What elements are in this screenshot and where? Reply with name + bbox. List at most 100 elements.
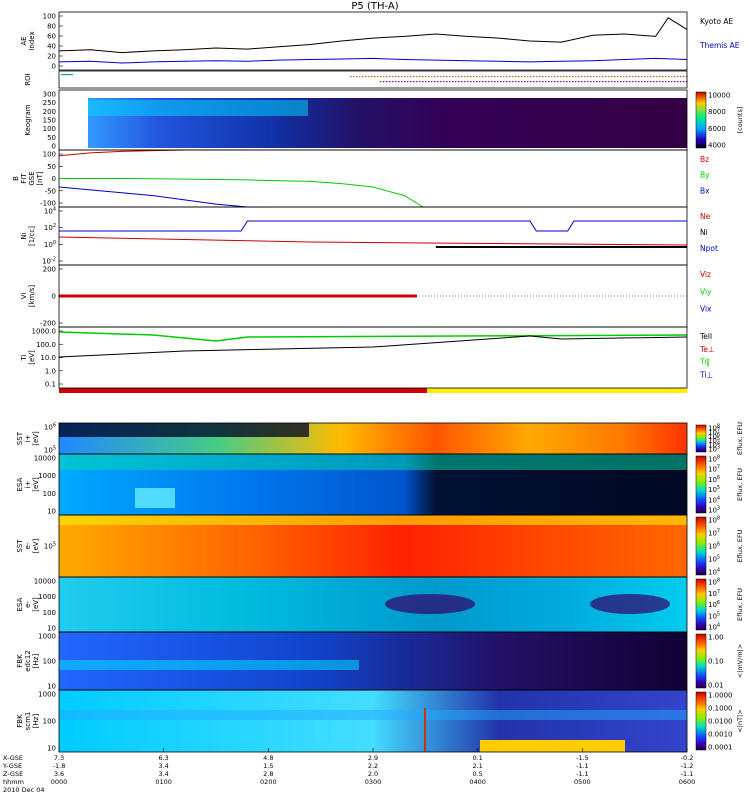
panel-ylabel: [km/s] bbox=[28, 285, 36, 308]
y-tick-label: 1000 bbox=[38, 633, 56, 641]
panel-ylabel: FIT bbox=[20, 173, 28, 184]
roi-mark bbox=[560, 76, 562, 78]
roi-mark bbox=[443, 76, 445, 78]
roi-mark bbox=[395, 76, 397, 78]
roi-mark bbox=[653, 81, 655, 83]
x-tick-label-y: 2.2 bbox=[368, 762, 378, 770]
x-tick-label-y: -1.1 bbox=[576, 762, 589, 770]
panel-ylabel: Keogram bbox=[24, 104, 32, 135]
roi-mark bbox=[440, 81, 442, 83]
panel-ylabel: FBK bbox=[16, 654, 24, 668]
panel-ylabel: edc12 bbox=[24, 650, 32, 672]
roi-mark bbox=[668, 81, 670, 83]
roi-mark bbox=[398, 81, 400, 83]
colorbar-tick-label: 8000 bbox=[708, 108, 726, 116]
y-tick-label: 10 bbox=[47, 745, 56, 753]
colorbar-tick-label: 103 bbox=[708, 506, 720, 515]
mode-bar-bg bbox=[59, 388, 687, 423]
roi-mark bbox=[557, 76, 559, 78]
x-tick-label-hhmm: 0400 bbox=[469, 778, 486, 786]
roi-mark bbox=[605, 76, 607, 78]
roi-mark bbox=[380, 76, 382, 78]
colorbar-tick-label: 108 bbox=[708, 424, 720, 433]
colorbar-label: [counts] bbox=[736, 107, 744, 134]
roi-mark bbox=[500, 76, 502, 78]
sst-electron-top-band bbox=[59, 515, 687, 525]
esa-electron-feature bbox=[385, 594, 475, 614]
y-tick-label: 100 bbox=[43, 658, 56, 666]
roi-mark bbox=[662, 81, 664, 83]
roi-mark bbox=[647, 76, 649, 78]
roi-mark bbox=[551, 81, 553, 83]
y-tick-label: 0.1 bbox=[45, 381, 56, 389]
roi-mark bbox=[356, 76, 358, 78]
roi-mark bbox=[482, 81, 484, 83]
y-tick-label: 10-2 bbox=[42, 257, 56, 266]
roi-mark bbox=[539, 76, 541, 78]
panel-ylabel: [eV] bbox=[28, 350, 36, 365]
series-line-npot bbox=[59, 220, 687, 232]
colorbar-label: Eflux, EFU bbox=[736, 529, 744, 562]
roi-mark bbox=[500, 81, 502, 83]
roi-mark bbox=[479, 81, 481, 83]
legend-entry: Ti‖ bbox=[699, 358, 710, 367]
roi-mark bbox=[602, 76, 604, 78]
roi-mark bbox=[647, 81, 649, 83]
roi-mark bbox=[515, 81, 517, 83]
y-tick-label: 10000 bbox=[34, 578, 56, 586]
series-line-kyoto-ae bbox=[58, 17, 688, 54]
roi-mark bbox=[362, 76, 364, 78]
colorbar-tick-label: 107 bbox=[708, 589, 720, 598]
roi-mark bbox=[425, 76, 427, 78]
roi-mark bbox=[533, 81, 535, 83]
colorbar bbox=[695, 516, 707, 576]
colorbar bbox=[695, 424, 707, 453]
fbk-scm1-band bbox=[480, 740, 625, 752]
x-axis-row-label: 2010 Dec 04 bbox=[3, 786, 45, 794]
y-tick-label: 100 bbox=[43, 609, 56, 617]
roi-mark bbox=[548, 76, 550, 78]
roi-mark bbox=[659, 81, 661, 83]
panel-ylabel: scm1 bbox=[24, 712, 32, 731]
roi-mark bbox=[542, 81, 544, 83]
roi-mark bbox=[617, 81, 619, 83]
roi-mark bbox=[467, 76, 469, 78]
colorbar-tick-label: 0.01 bbox=[708, 682, 724, 690]
roi-mark bbox=[548, 81, 550, 83]
roi-mark bbox=[380, 81, 382, 83]
roi-mark bbox=[521, 76, 523, 78]
x-tick-label-x: 6.3 bbox=[158, 754, 168, 762]
roi-mark bbox=[413, 81, 415, 83]
roi-mark bbox=[488, 76, 490, 78]
roi-mark bbox=[350, 76, 352, 78]
roi-mark bbox=[365, 76, 367, 78]
panel-ylabel: [eV] bbox=[32, 597, 40, 612]
roi-mark bbox=[476, 76, 478, 78]
x-tick-label-y: 3.4 bbox=[158, 762, 168, 770]
y-tick-label: 0 bbox=[52, 175, 56, 183]
legend-entry: Vix bbox=[700, 305, 712, 314]
roi-mark bbox=[479, 76, 481, 78]
y-tick-label: 1000 bbox=[38, 593, 56, 601]
roi-mark bbox=[569, 81, 571, 83]
roi-mark bbox=[428, 76, 430, 78]
roi-mark bbox=[419, 76, 421, 78]
y-tick-label: 0 bbox=[52, 293, 56, 301]
roi-mark bbox=[446, 76, 448, 78]
panel-ylabel: i+ bbox=[24, 434, 32, 442]
colorbar-tick-label: 0.10 bbox=[708, 658, 724, 666]
roi-mark bbox=[509, 81, 511, 83]
roi-mark bbox=[398, 76, 400, 78]
roi-mark bbox=[563, 81, 565, 83]
roi-mark bbox=[404, 81, 406, 83]
roi-mark bbox=[515, 76, 517, 78]
y-tick-label: -200 bbox=[40, 320, 56, 328]
roi-mark bbox=[602, 81, 604, 83]
colorbar-tick-label: 105 bbox=[708, 555, 720, 564]
roi-mark bbox=[563, 76, 565, 78]
roi-mark bbox=[386, 81, 388, 83]
roi-mark bbox=[542, 76, 544, 78]
roi-mark bbox=[491, 76, 493, 78]
colorbar-tick-label: 106 bbox=[708, 600, 720, 609]
roi-mark bbox=[530, 81, 532, 83]
